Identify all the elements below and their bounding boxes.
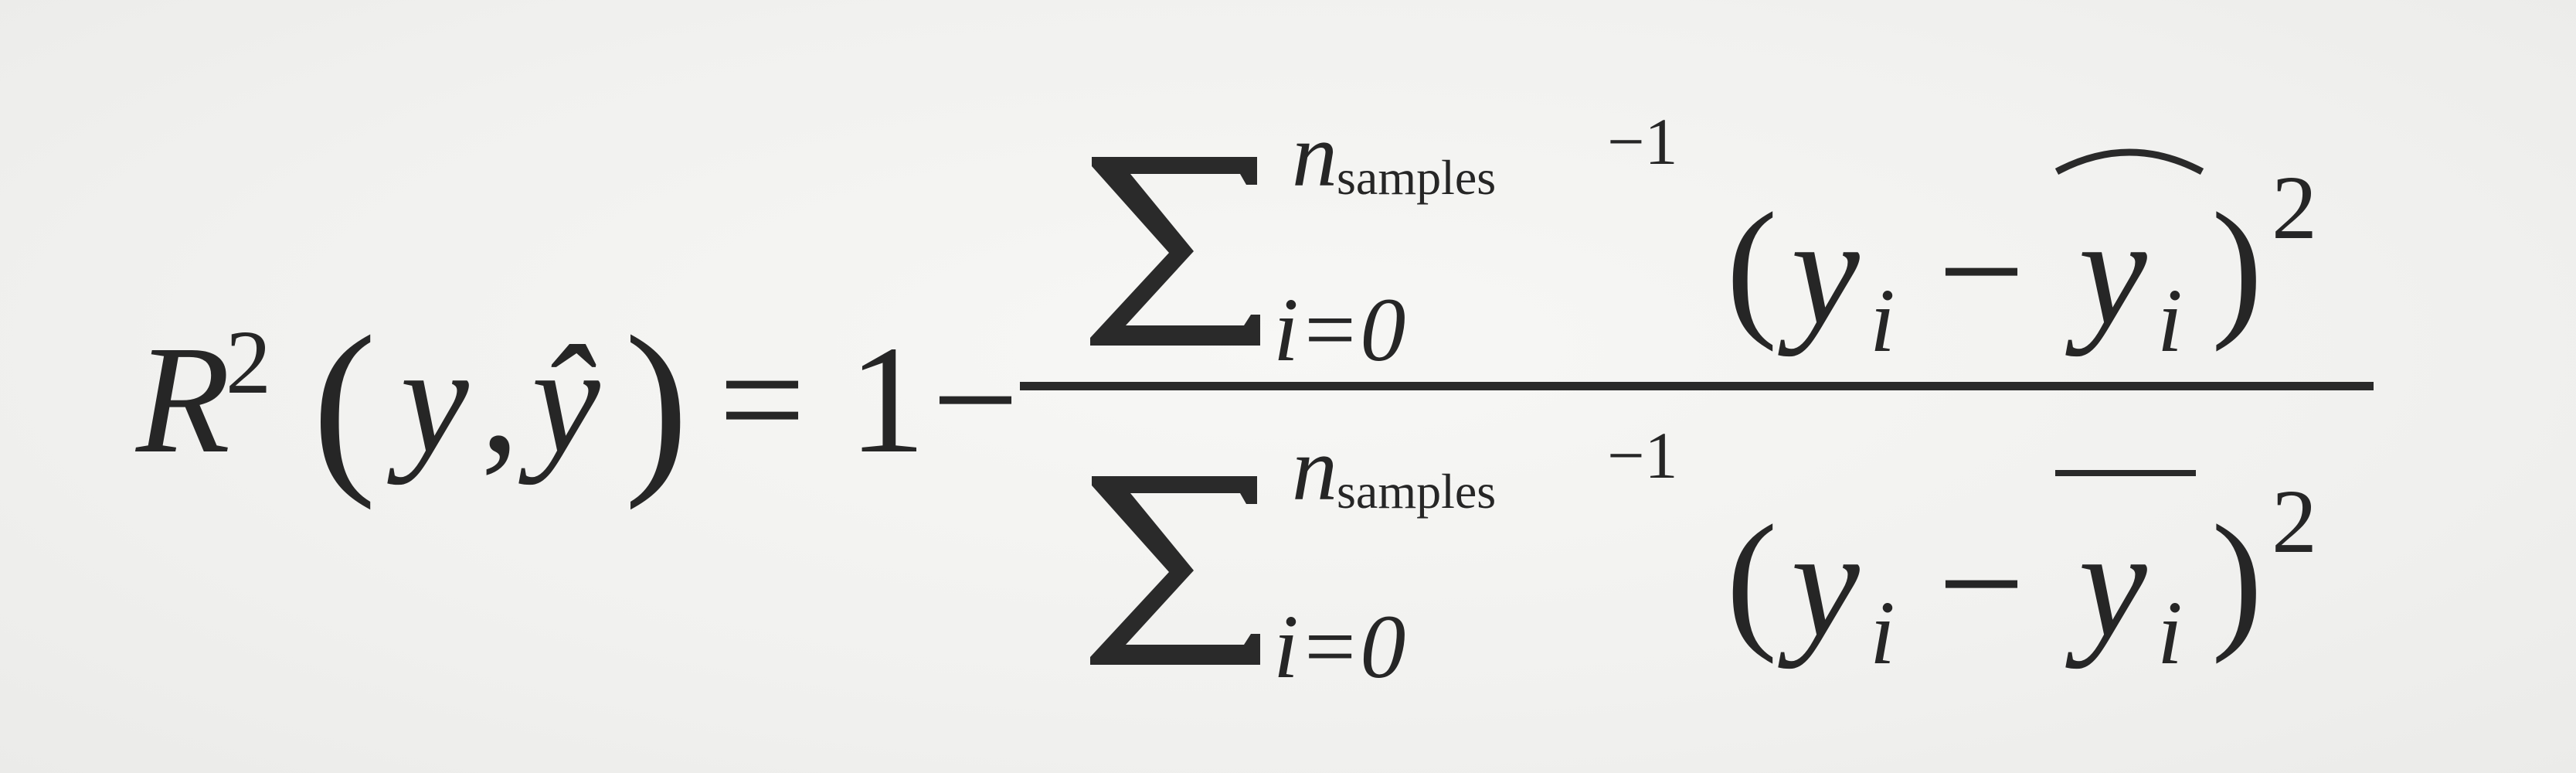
denominator-open-paren: ( bbox=[1726, 494, 1778, 665]
denominator-term-y-subscript: i bbox=[1870, 582, 1895, 683]
numerator-close-paren: ) bbox=[2211, 182, 2263, 352]
lhs-open-paren: ( bbox=[312, 297, 377, 511]
numerator-term-y-subscript: i bbox=[1870, 270, 1895, 371]
equals-sign: = bbox=[719, 315, 806, 485]
numerator-term-pred: y bbox=[2078, 186, 2147, 357]
numerator-upper-limit-samples: samples bbox=[1337, 150, 1497, 205]
denominator-upper-limit-samples: samples bbox=[1337, 464, 1497, 519]
lhs-arg-yhat: ŷ bbox=[532, 315, 600, 485]
denominator-term-mean-subscript: i bbox=[2157, 582, 2183, 683]
lhs-close-paren: ) bbox=[624, 297, 689, 511]
numerator-term-pred-subscript: i bbox=[2157, 270, 2183, 371]
denominator-upper-limit-offset: −1 bbox=[1607, 418, 1678, 492]
denominator-inner-minus: − bbox=[1938, 499, 2025, 669]
minus-sign: − bbox=[932, 315, 1019, 485]
denominator-term-mean: y bbox=[2078, 499, 2147, 669]
numerator-open-paren: ( bbox=[1726, 182, 1778, 352]
numerator-upper-limit-offset: −1 bbox=[1607, 104, 1678, 179]
denominator-exponent: 2 bbox=[2272, 471, 2317, 572]
numerator-inner-minus: − bbox=[1938, 186, 2025, 357]
mean-bar-icon bbox=[2055, 470, 2196, 476]
numerator-exponent: 2 bbox=[2272, 157, 2317, 258]
lhs-comma: , bbox=[481, 315, 519, 485]
denominator-sum-icon bbox=[1090, 476, 1260, 665]
denominator-term-y: y bbox=[1791, 499, 1860, 669]
prediction-hat-icon bbox=[2054, 148, 2204, 175]
numerator-sum-icon bbox=[1090, 157, 1260, 346]
fraction-bar bbox=[1020, 382, 2374, 390]
denominator-close-paren: ) bbox=[2211, 494, 2263, 665]
one: 1 bbox=[848, 315, 926, 485]
r-exponent: 2 bbox=[226, 312, 271, 413]
r-symbol: R bbox=[136, 315, 231, 485]
numerator-lower-limit: i=0 bbox=[1273, 279, 1406, 380]
denominator-upper-limit-n: n bbox=[1292, 418, 1337, 519]
lhs-arg-y: y bbox=[400, 315, 469, 485]
numerator-upper-limit-n: n bbox=[1292, 104, 1337, 206]
numerator-term-y: y bbox=[1791, 186, 1860, 357]
denominator-lower-limit: i=0 bbox=[1273, 596, 1406, 697]
